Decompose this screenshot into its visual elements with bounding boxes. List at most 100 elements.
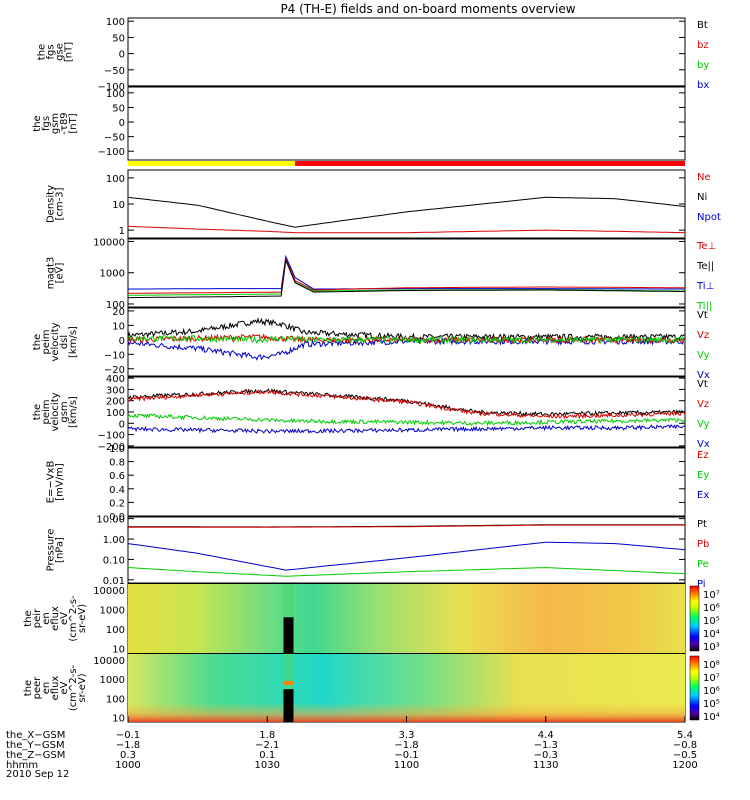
ylabel-ele-spec: (cm^2-s-: [68, 664, 79, 711]
series-temperature-Te⊥: [127, 256, 686, 294]
status-bar-segment: [295, 161, 685, 166]
panel-frame-pressure: [127, 516, 686, 584]
status-bar-segment: [128, 161, 296, 166]
ylabel-vel-dsl: [km/s]: [68, 326, 79, 358]
ylabel-temperature: [eV]: [55, 263, 66, 284]
ylabel-vel-gsm: the: [32, 404, 43, 420]
ylabel-fgs-gsm: fgs: [41, 116, 52, 131]
legend-density: Npot: [697, 212, 721, 223]
ylabel-ion-spec: peir: [32, 608, 43, 628]
legend-vel-dsl: Vz: [697, 330, 709, 341]
xaxis-row-value: −1.8: [116, 740, 140, 751]
ylabel-vel-gsm: peim: [41, 399, 52, 424]
legend-vel-dsl: Vx: [697, 370, 710, 381]
ytick-label-ion-spec: 10: [112, 645, 125, 656]
ylabel-temperature: magt3: [46, 257, 57, 290]
xaxis-row-value: −0.8: [673, 740, 697, 751]
legend-density: Ne: [697, 172, 711, 183]
ylabel-fgs-gse: gse: [55, 43, 66, 61]
legend-vel-gsm: Vz: [697, 399, 709, 410]
legend-fgs-gse: bz: [697, 40, 709, 51]
xaxis-row-value: 0.3: [120, 750, 136, 761]
xaxis-row-label: the_Z−GSM: [6, 750, 65, 761]
ytick-label-vel-gsm: 200: [106, 397, 125, 408]
xaxis-row-value: −0.3: [534, 750, 558, 761]
panel-frame-fgs-gsm: [127, 86, 686, 161]
ytick-label-vel-gsm: −200: [98, 442, 125, 453]
ylabel-ele-spec: the: [23, 680, 34, 696]
xaxis-row-value: −2.1: [255, 740, 279, 751]
series-temperature-Te||: [128, 258, 685, 299]
ylabel-ele-spec: sr-eV): [77, 673, 88, 702]
colorbar-label-ion-spec: 10⁶: [703, 603, 720, 614]
series-pressure-Pi: [127, 541, 686, 571]
colorbar-label-ion-spec: 10³: [703, 642, 720, 653]
colorbar-label-ele-spec: 10⁷: [703, 673, 720, 684]
ytick-label-fgs-gse: −50: [104, 66, 125, 77]
series-vel-gsm-Vz: [127, 389, 686, 420]
series-pressure-Pb: [128, 524, 685, 528]
ylabel-fgs-gsm: [nT]: [68, 113, 79, 133]
ytick-label-vel-dsl: −20: [104, 365, 125, 376]
series-vel-dsl-Vy: [127, 334, 686, 345]
xaxis-row-value: 0.1: [259, 750, 275, 761]
ytick-label-efield: 0.8: [109, 458, 125, 469]
date-label: 2010 Sep 12: [6, 769, 69, 780]
colorbar-ele-spec: [689, 655, 700, 721]
colorbar-label-ele-spec: 10⁶: [703, 686, 720, 697]
electron-spectrogram-nodata: [283, 689, 294, 722]
ytick-label-vel-dsl: 20: [112, 307, 125, 318]
panel-frame-efield: [127, 447, 686, 517]
ylabel-efield: [mV/m]: [55, 463, 66, 501]
electron-spectrogram-band: [283, 680, 294, 685]
legend-pressure: Pt: [697, 519, 707, 530]
legend-pressure: Pe: [697, 559, 709, 570]
ytick-label-temperature: 10000: [93, 237, 125, 248]
ytick-label-pressure: 10.00: [96, 515, 125, 526]
legend-fgs-gse: bx: [697, 80, 709, 91]
ylabel-ion-spec: eflux: [50, 606, 61, 631]
legend-density: Ni: [697, 192, 707, 203]
legend-vel-gsm: Vy: [697, 419, 710, 430]
legend-vel-dsl: Vt: [697, 310, 708, 321]
ytick-label-density: 100: [106, 174, 125, 185]
ytick-label-ele-spec: 10: [112, 714, 125, 725]
xaxis-row-value: 1130: [533, 760, 558, 771]
ytick-label-ele-spec: 100: [106, 694, 125, 705]
ytick-label-pressure: 1.00: [103, 535, 125, 546]
xaxis-row-value: 1200: [672, 760, 697, 771]
ylabel-fgs-gse: [nT]: [64, 42, 75, 62]
legend-vel-dsl: Vy: [697, 350, 710, 361]
ylabel-vel-dsl: dsl: [59, 335, 70, 349]
xaxis-row-value: 5.4: [677, 730, 693, 741]
legend-fgs-gse: by: [697, 60, 709, 71]
legend-efield: Ez: [697, 450, 709, 461]
xaxis-row-value: −0.5: [673, 750, 697, 761]
ytick-label-vel-gsm: −100: [98, 431, 125, 442]
colorbar-ion-spec: [689, 585, 700, 652]
xaxis-row-label: the_X−GSM: [6, 730, 65, 741]
ytick-label-vel-dsl: 0: [119, 336, 125, 347]
ylabel-vel-gsm: [km/s]: [68, 396, 79, 428]
ylabel-ion-spec: the: [23, 610, 34, 626]
ytick-label-vel-gsm: 0: [119, 419, 125, 430]
series-layer: [127, 196, 686, 577]
xaxis-row-value: 1100: [394, 760, 419, 771]
ylabel-fgs-gse: the: [37, 44, 48, 60]
status-bar: [128, 161, 685, 166]
legend-temperature: Ti⊥: [696, 281, 714, 292]
xaxis-row-value: −1.8: [394, 740, 418, 751]
ytick-label-fgs-gse: 50: [112, 33, 125, 44]
ytick-label-pressure: 0.10: [103, 555, 125, 566]
series-vel-gsm-Vy: [127, 412, 686, 427]
colorbar-label-ion-spec: 10⁴: [703, 629, 720, 640]
ylabel-density: Density: [46, 185, 57, 223]
ytick-label-temperature: 100: [106, 300, 125, 311]
ytick-label-efield: 0.4: [109, 485, 125, 496]
ytick-label-pressure: 0.01: [103, 576, 125, 587]
colorbar-label-ele-spec: 10⁴: [703, 712, 720, 723]
ytick-label-ion-spec: 10000: [93, 586, 125, 597]
series-pressure-Pe: [127, 567, 686, 577]
ytick-label-temperature: 1000: [100, 269, 125, 280]
